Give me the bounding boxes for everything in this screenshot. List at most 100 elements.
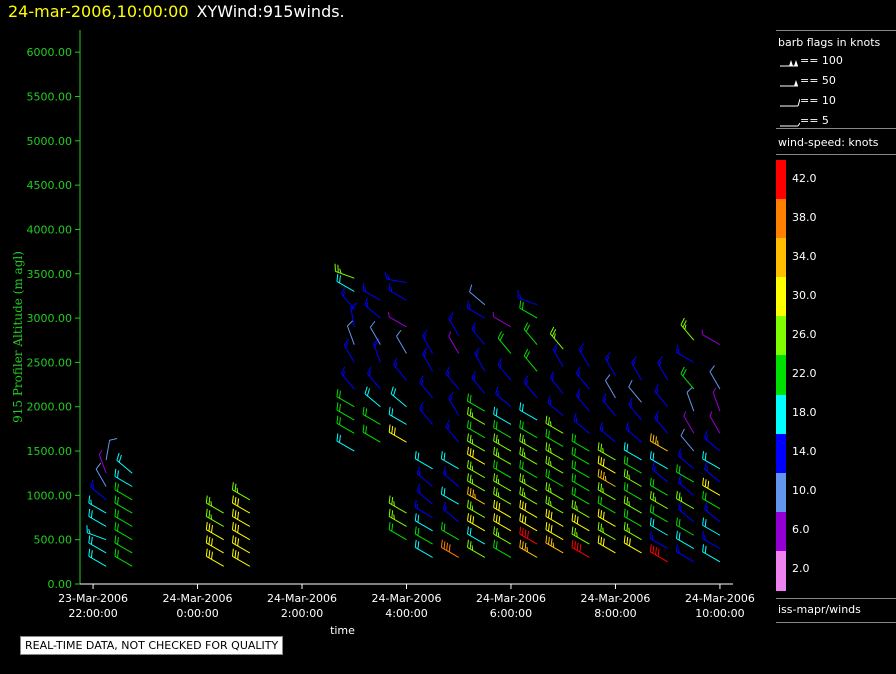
barb-feather [545, 482, 548, 490]
barb-feather [523, 439, 526, 445]
barb-staff [680, 435, 695, 452]
barb-staff [652, 468, 669, 483]
wind-barb [373, 338, 381, 363]
barb-staff [519, 507, 538, 518]
barb-feather [469, 421, 472, 430]
barb-feather [623, 455, 626, 464]
wind-barb [676, 544, 695, 563]
wind-barb [628, 397, 642, 421]
barb-feather [342, 370, 345, 377]
wind-barb [396, 329, 407, 354]
barb-feather [205, 495, 208, 504]
barb-feather [571, 513, 574, 521]
barb-feather [388, 522, 391, 530]
wind-barb [114, 522, 133, 541]
wind-barb [545, 495, 564, 514]
barb-staff [114, 542, 133, 554]
barb-feather [548, 496, 550, 505]
barb-legend-icon [780, 60, 798, 67]
barb-feather [548, 430, 550, 439]
barb-staff [467, 440, 486, 452]
barb-feather [364, 386, 368, 395]
barb-staff [443, 473, 460, 487]
barb-staff [346, 325, 355, 345]
barb-staff [597, 449, 616, 461]
barb-staff [467, 414, 486, 425]
wind-barb [467, 406, 486, 425]
barb-staff [650, 484, 668, 496]
barb-feather [440, 539, 443, 548]
barb-feather [231, 482, 234, 490]
barb-feather [600, 510, 603, 518]
y-tick-label: 6000.00 [27, 46, 73, 59]
barb-staff [597, 542, 616, 554]
wind-barb [676, 464, 695, 483]
barb-staff [98, 454, 107, 474]
barb-staff [467, 520, 486, 532]
wind-barb [709, 365, 721, 390]
barb-staff [628, 404, 642, 421]
barb-feather [117, 523, 119, 532]
barb-feather [336, 415, 339, 424]
barb-feather [339, 417, 341, 425]
barb-feather [678, 548, 680, 554]
barb-feather [600, 457, 603, 465]
y-tick-label: 2500.00 [27, 356, 73, 369]
wind-barb [571, 526, 590, 545]
barb-feather [571, 499, 574, 508]
wind-barb [578, 343, 590, 368]
barb-feather [116, 452, 120, 461]
barb-staff [422, 335, 434, 354]
barb-feather [495, 541, 498, 549]
barb-feather [205, 535, 208, 544]
barb-feather [364, 286, 367, 292]
barb-feather [521, 514, 524, 523]
wind-barb [88, 508, 107, 527]
barb-feather [88, 508, 91, 517]
barb-feather [519, 486, 522, 495]
barb-feather [495, 461, 498, 470]
barb-feather [521, 527, 524, 536]
barb-feather [365, 426, 368, 434]
barb-feather [628, 538, 631, 547]
barb-staff [469, 291, 486, 306]
barb-feather [628, 501, 630, 507]
wind-barb [493, 486, 512, 505]
barb-feather [336, 402, 339, 411]
barb-feather [493, 420, 496, 428]
barb-feather [117, 510, 119, 518]
wind-barb [678, 501, 695, 523]
barb-feather [211, 551, 213, 560]
barb-feather [571, 473, 574, 481]
barb-feather [523, 348, 529, 357]
wind-barb [680, 428, 695, 452]
barb-feather [521, 301, 524, 310]
wind-barb [364, 297, 381, 319]
barb-feather [339, 390, 341, 399]
barb-feather [421, 406, 424, 412]
barb-feather [657, 356, 663, 364]
barb-feather [551, 375, 554, 381]
barb-feather [657, 548, 660, 557]
barb-feather [524, 529, 527, 538]
barb-staff [114, 502, 133, 514]
colorbar-label: 14.0 [792, 445, 817, 459]
barb-staff [88, 515, 107, 527]
barb-feather [550, 538, 553, 547]
barb-feather [475, 351, 479, 357]
barb-staff [495, 393, 512, 408]
barb-feather [521, 434, 524, 443]
barb-feather [493, 473, 496, 481]
barb-feather [600, 470, 603, 479]
barb-staff [422, 353, 434, 372]
colorbar-segment [776, 550, 786, 591]
barb-staff [676, 471, 695, 483]
barb-legend-icon [780, 122, 800, 127]
barb-feather [393, 501, 395, 507]
barb-staff [683, 415, 695, 434]
barb-feather [576, 516, 579, 524]
barb-staff [597, 515, 616, 527]
barb-staff [105, 440, 111, 460]
barb-feather [497, 452, 500, 458]
barb-staff [467, 307, 486, 319]
